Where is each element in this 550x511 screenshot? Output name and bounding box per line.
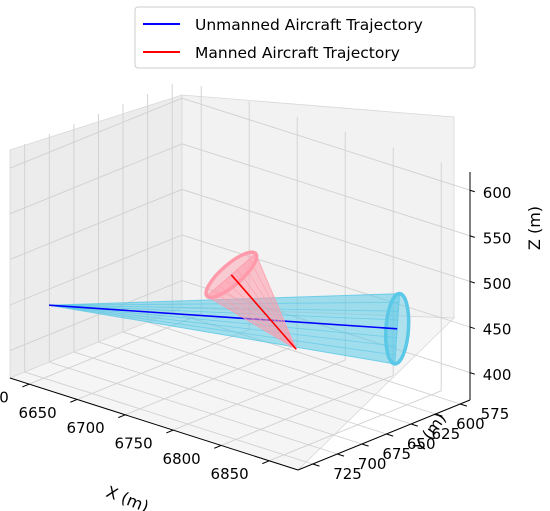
y-grid-line — [73, 124, 363, 445]
plot-series — [49, 250, 411, 366]
trajectory-line-unmanned — [49, 304, 398, 330]
x-tick-mark — [166, 429, 174, 434]
z-grid-line — [9, 143, 471, 237]
z-tick-mark — [469, 189, 475, 193]
z-tick-mark — [469, 326, 475, 330]
y-tick-mark — [435, 413, 443, 417]
z-grid-line — [9, 97, 471, 191]
x-tick-label: 6800 — [163, 450, 201, 468]
z-tick-mark — [469, 280, 475, 284]
z-tick-label: 600 — [483, 184, 512, 202]
z-grid-line — [9, 188, 471, 282]
y-tick-label: 725 — [333, 465, 362, 483]
x-tick-mark — [70, 399, 78, 403]
x-grid-line — [221, 147, 394, 446]
x-grid-line — [173, 132, 346, 431]
y-grid-line — [48, 134, 338, 455]
y-tick-mark — [460, 403, 468, 407]
y-tick-mark — [312, 463, 320, 467]
y-tick-mark — [361, 443, 369, 447]
x-tick-label: 6700 — [67, 419, 105, 437]
z-axis-label: Z (m) — [525, 206, 544, 250]
y-tick-label: 625 — [432, 425, 461, 443]
y-tick-label: 600 — [456, 415, 485, 433]
y-tick-label: 575 — [481, 405, 510, 423]
y-tick-mark — [386, 433, 394, 437]
x-tick-label: 6650 — [19, 404, 57, 422]
z-tick-label: 400 — [483, 366, 512, 384]
y-tick-mark — [337, 453, 345, 457]
x-grid-line — [269, 162, 442, 462]
x-tick-mark — [22, 383, 30, 388]
legend-label-unmanned: Unmanned Aircraft Trajectory — [195, 16, 423, 34]
y-tick-label: 650 — [407, 435, 436, 453]
x-tick-mark — [262, 460, 270, 465]
y-grid-line — [24, 144, 313, 465]
x-tick-label: 6600 — [0, 389, 9, 407]
legend-box — [134, 6, 476, 69]
y-grid-line — [122, 104, 412, 425]
z-tick-label: 500 — [483, 275, 512, 293]
y-tick-label: 675 — [382, 445, 411, 463]
z-tick-mark — [469, 235, 475, 238]
y-tick-label: 700 — [358, 455, 387, 473]
x-tick-label: 6750 — [115, 435, 153, 453]
axes: 6600665067006750680068505756006256506757… — [0, 172, 511, 483]
z-tick-label: 450 — [483, 321, 512, 339]
x-tick-mark — [214, 445, 222, 449]
legend: Unmanned Aircraft Trajectory Manned Airc… — [134, 6, 476, 69]
x-axis-line — [9, 377, 299, 471]
y-axis-line — [297, 399, 471, 471]
z-tick-mark — [469, 372, 475, 375]
x-tick-mark — [118, 414, 126, 419]
x-tick-label: 6850 — [211, 465, 249, 483]
x-axis-label: X (m) — [104, 482, 152, 511]
uncertainty-cone-manned — [206, 252, 298, 351]
y-grid-line — [98, 114, 387, 435]
z-tick-label: 550 — [483, 229, 512, 247]
legend-label-manned: Manned Aircraft Trajectory — [195, 44, 400, 62]
trajectory-line-manned — [230, 274, 297, 350]
y-tick-mark — [410, 423, 418, 427]
